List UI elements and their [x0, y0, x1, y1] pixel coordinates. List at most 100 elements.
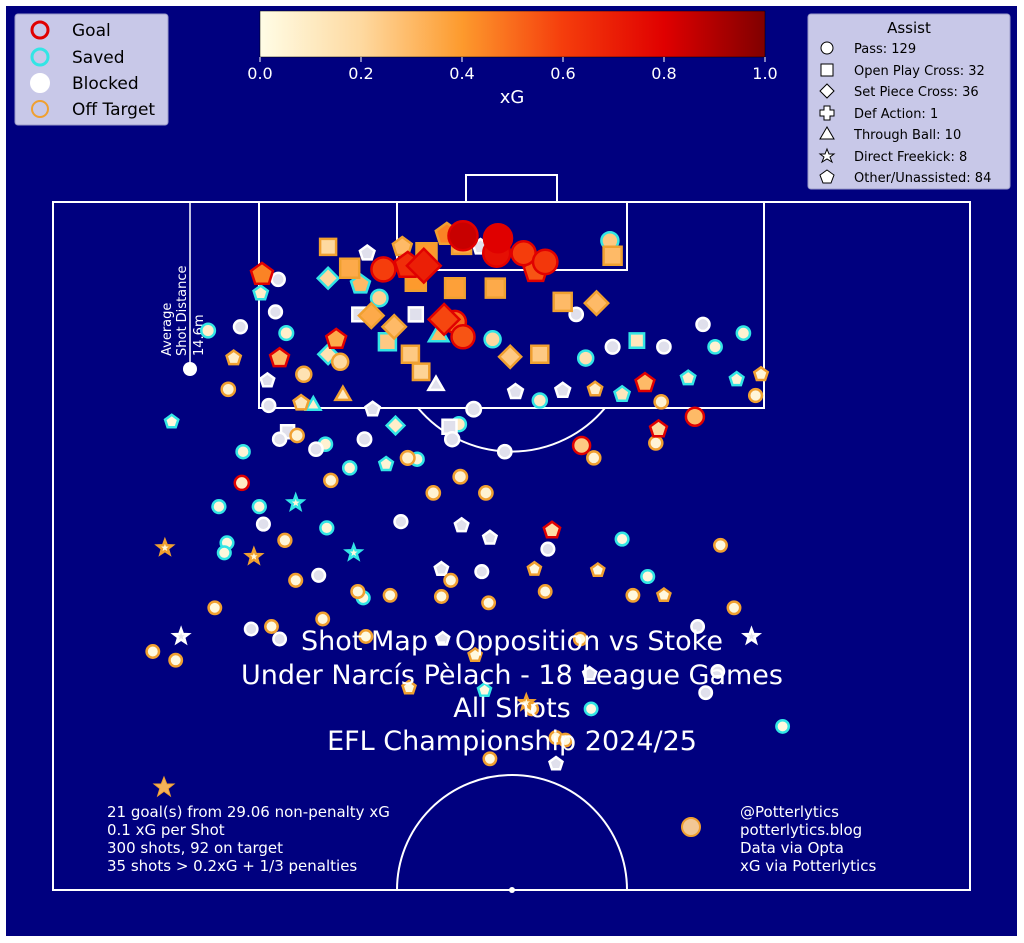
credits-block: @Potterlytics potterlytics.blog Data via… — [681, 803, 876, 875]
assist-legend-pass: Pass: 129 — [854, 42, 916, 57]
shot-marker-blocked-circle — [393, 513, 409, 530]
shot-marker-blocked-circle — [540, 541, 556, 557]
outcome-legend: Goal Saved Blocked Off Target — [14, 13, 169, 126]
shot-marker-blocked-circle — [272, 631, 288, 647]
shot-marker-off-circle — [713, 537, 728, 553]
shot-marker-off-pentagon — [655, 586, 672, 603]
assist-legend-def-action: Def Action: 1 — [854, 107, 938, 122]
shot-marker-blocked-circle — [443, 430, 461, 448]
shots-layer — [145, 219, 791, 771]
assist-legend-through-ball: Through Ball: 10 — [853, 128, 961, 143]
pentagon-icon — [819, 169, 835, 184]
shot-marker-saved-circle — [200, 322, 217, 339]
stats-line-4: 35 shots > 0.2xG + 1/3 penalties — [107, 857, 357, 875]
shot-marker-off-pentagon — [589, 561, 606, 578]
shot-marker-off-circle — [358, 629, 374, 644]
colorbar-tick-label: 0.6 — [550, 64, 575, 83]
shot-marker-saved-pentagon — [377, 455, 395, 472]
blocked-marker-icon — [30, 73, 50, 93]
shot-marker-goal-diamond — [426, 302, 462, 337]
shot-marker-blocked-pentagon — [581, 665, 598, 681]
shot-marker-off-circle — [382, 587, 398, 603]
shot-marker-off-circle — [330, 352, 350, 372]
shot-marker-off-circle — [145, 644, 161, 659]
saved-marker-icon — [30, 47, 50, 67]
shot-marker-goal-pentagon — [268, 346, 291, 368]
credits-line-2: potterlytics.blog — [740, 821, 862, 839]
shot-marker-saved-circle — [775, 718, 791, 734]
title-line-3: All Shots — [453, 693, 570, 724]
shot-marker-off-pentagon — [292, 393, 311, 411]
shot-marker-off-square — [602, 245, 623, 266]
shot-marker-off-circle — [443, 572, 459, 588]
pitch-lines — [52, 174, 971, 891]
shot-marker-saved-pentagon — [349, 272, 372, 294]
chart-title: Shot Map - Opposition vs Stoke Under Nar… — [241, 626, 783, 757]
shot-marker-off-circle — [747, 387, 764, 404]
colorbar-tick-label: 0.8 — [651, 64, 676, 83]
colorbar-tick-label: 1.0 — [752, 64, 777, 83]
shot-marker-goal-circle — [531, 248, 559, 276]
shot-marker-off-pentagon — [752, 365, 770, 382]
shot-marker-off-circle — [220, 381, 237, 398]
shot-marker-saved-circle — [735, 325, 752, 341]
shot-marker-blocked-pentagon — [358, 243, 376, 261]
shot-marker-off-circle — [478, 485, 494, 501]
shot-marker-blocked-circle — [255, 516, 271, 532]
shot-marker-saved-triangle — [303, 394, 323, 411]
credits-circle-icon — [681, 817, 701, 837]
average-distance-dot — [183, 362, 197, 376]
shot-marker-off-circle — [264, 619, 279, 634]
xg-colorbar: 0.0 0.2 0.4 0.6 0.8 1.0 xG — [247, 10, 778, 108]
shot-marker-blocked-pentagon — [434, 630, 451, 646]
shot-marker-off-pentagon — [401, 679, 417, 695]
shot-marker-goal-circle — [482, 222, 514, 254]
shot-marker-saved-pentagon — [252, 284, 270, 301]
plus-icon — [819, 105, 835, 121]
stats-block: 21 goal(s) from 29.06 non-penalty xG 0.1… — [107, 775, 390, 875]
assist-legend: Assist Pass: 129 Open Play Cross: 32 Set… — [807, 13, 1011, 190]
shot-marker-saved-circle — [341, 460, 358, 476]
center-spot — [509, 887, 515, 893]
shot-marker-blocked-circle — [496, 443, 513, 460]
shot-marker-goal-circle — [571, 435, 592, 456]
colorbar-tick-label: 0.2 — [348, 64, 373, 83]
outcome-legend-saved: Saved — [72, 48, 125, 68]
shot-marker-off-pentagon — [225, 349, 243, 366]
shot-marker-off-circle — [295, 365, 313, 384]
shot-marker-off-square — [318, 237, 338, 257]
shot-marker-off-circle — [168, 652, 184, 668]
shot-marker-saved-circle — [483, 330, 502, 349]
shot-marker-saved-circle — [216, 545, 232, 561]
shot-marker-goal-circle — [233, 474, 251, 492]
shot-marker-blocked-circle — [271, 431, 288, 447]
shot-marker-off-circle — [452, 468, 469, 485]
shot-marker-off-star — [154, 536, 176, 557]
shot-marker-blocked-circle — [267, 304, 284, 320]
shot-marker-off-square — [443, 277, 466, 300]
shot-marker-off-square — [400, 344, 421, 365]
shot-marker-blocked-circle — [710, 663, 726, 679]
xg-colorbar-ticks: 0.0 0.2 0.4 0.6 0.8 1.0 — [247, 57, 778, 83]
shot-marker-off-circle — [425, 485, 442, 501]
shot-marker-saved-square — [628, 332, 646, 350]
shot-marker-blocked-circle — [465, 400, 483, 418]
shot-marker-blocked-pentagon — [259, 371, 276, 388]
shot-marker-off-circle — [433, 589, 449, 604]
shot-marker-saved-circle — [211, 498, 227, 515]
stats-line-3: 300 shots, 92 on target — [107, 839, 283, 857]
shot-marker-saved-star — [284, 491, 307, 513]
shot-marker-saved-circle — [640, 568, 656, 585]
shot-marker-saved-diamond — [384, 414, 407, 437]
xg-colorbar-gradient — [259, 10, 766, 58]
shot-marker-goal-pentagon — [542, 520, 562, 539]
shot-marker-goal-pentagon — [648, 418, 669, 438]
shot-marker-blocked-star — [170, 625, 192, 646]
shot-marker-off-circle — [537, 584, 553, 599]
shot-marker-off-square — [530, 344, 550, 365]
shot-marker-off-circle — [288, 572, 304, 588]
shot-marker-goal-diamond — [405, 247, 443, 285]
shot-marker-saved-circle — [707, 338, 723, 355]
shot-marker-off-circle — [350, 583, 366, 600]
